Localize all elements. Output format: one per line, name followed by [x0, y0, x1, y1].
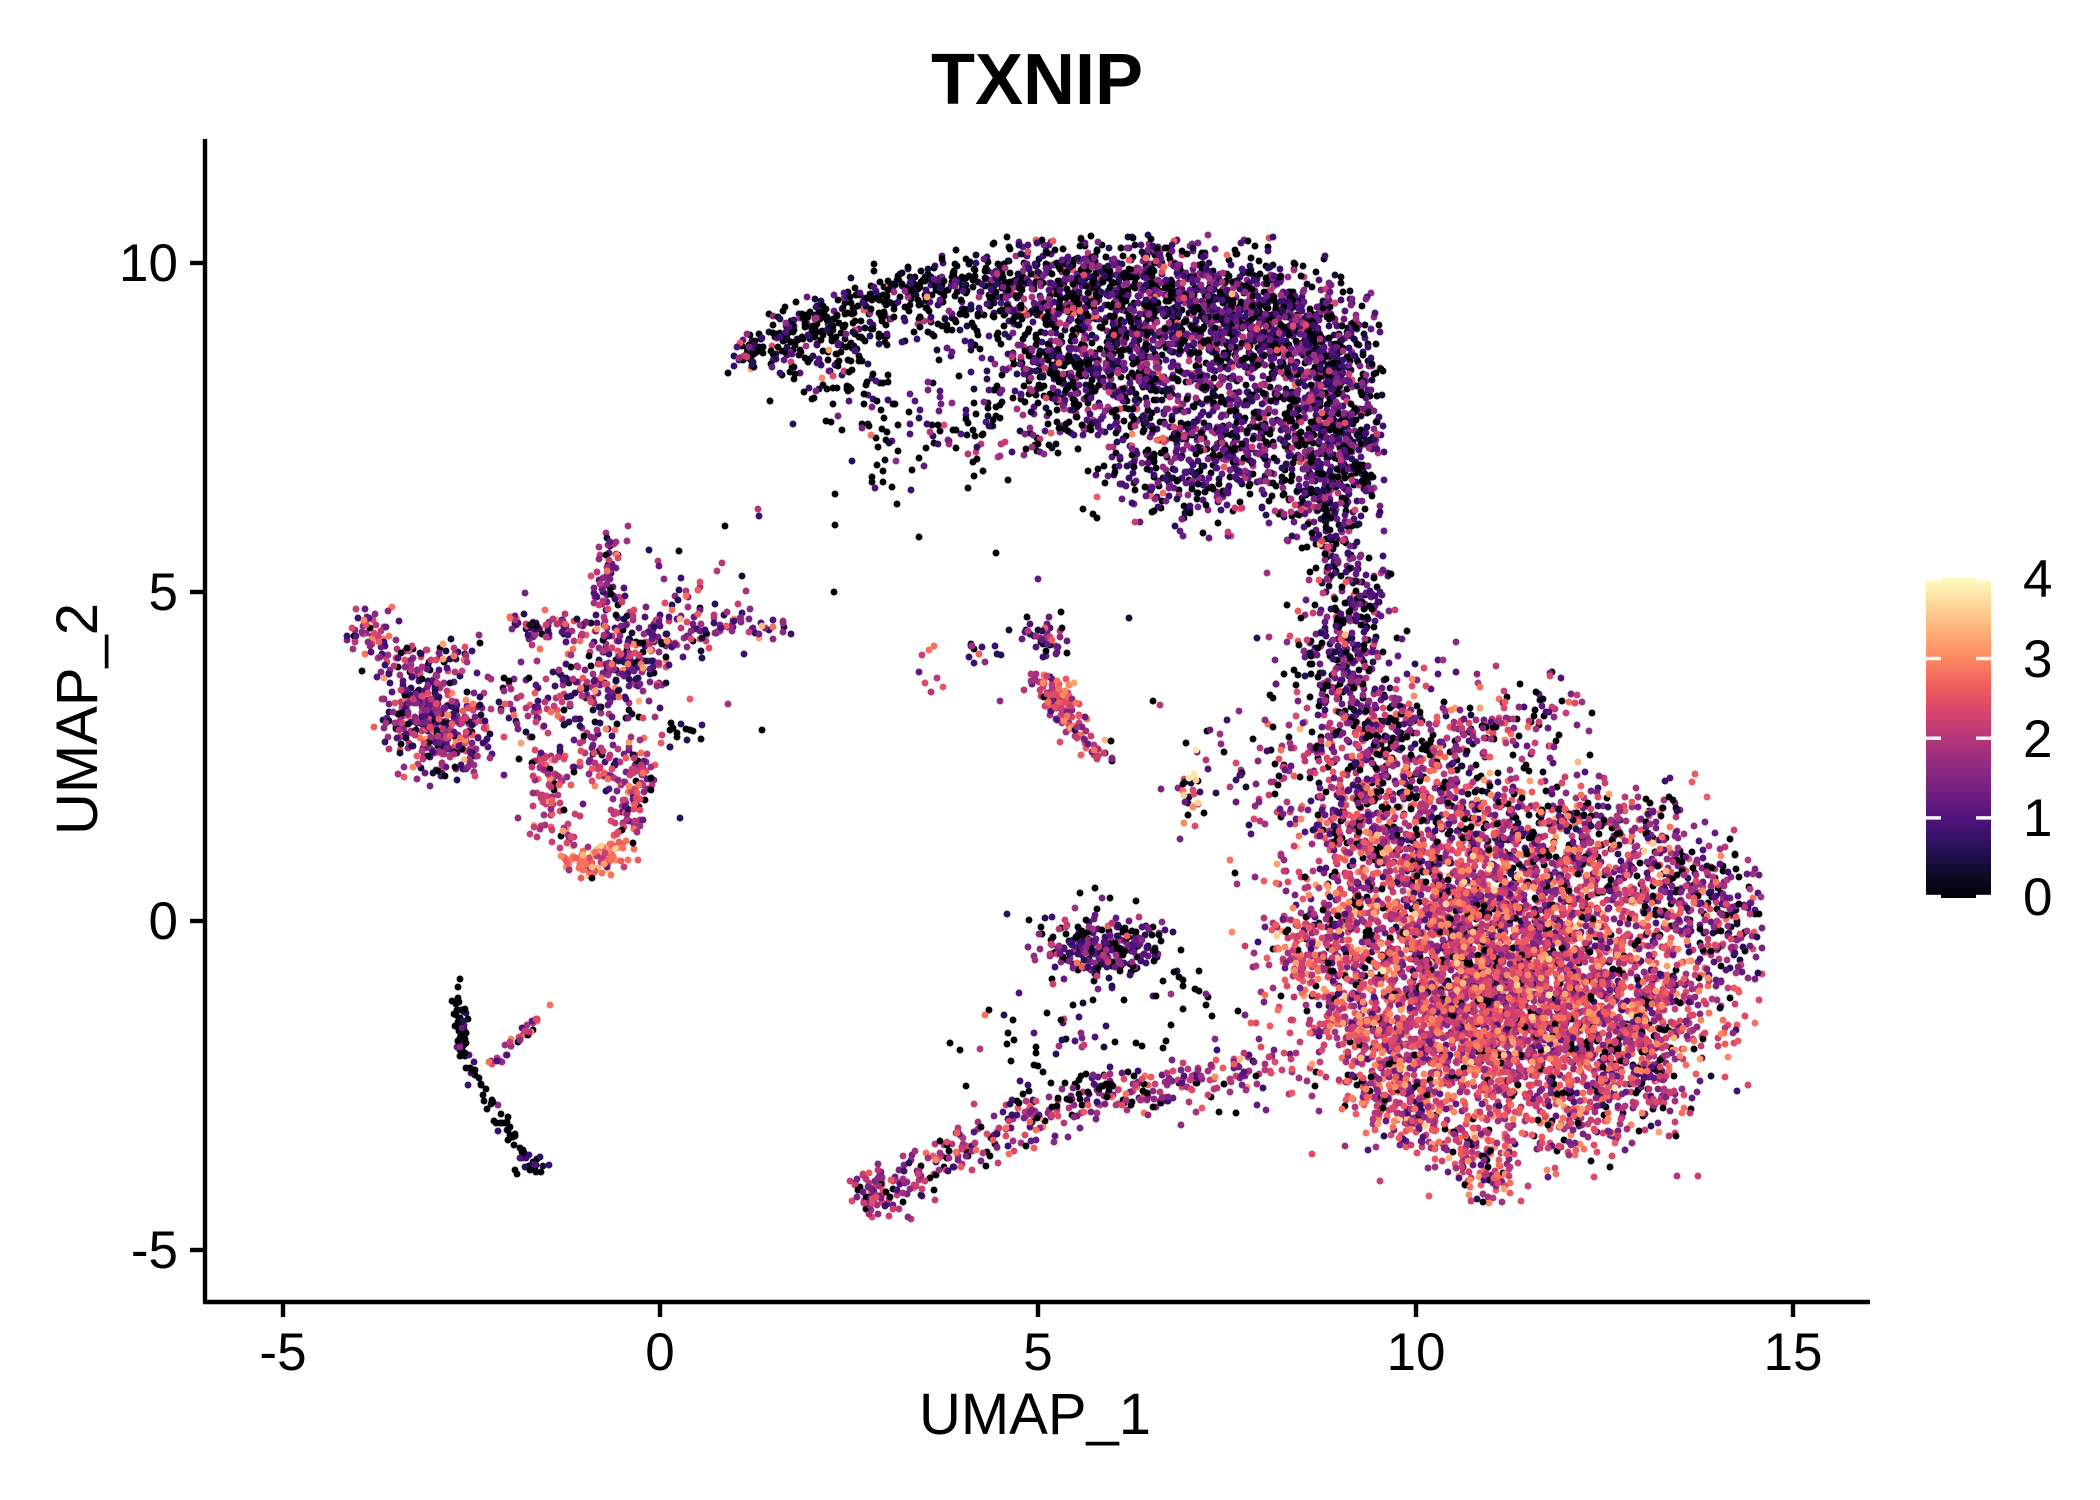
svg-text:-5: -5	[131, 1221, 178, 1280]
svg-text:0: 0	[645, 1323, 674, 1382]
svg-text:UMAP_1: UMAP_1	[919, 1382, 1151, 1447]
svg-text:10: 10	[119, 234, 178, 293]
svg-text:15: 15	[1764, 1323, 1823, 1382]
svg-text:3: 3	[2023, 630, 2052, 689]
svg-text:-5: -5	[259, 1323, 306, 1382]
svg-text:0: 0	[2023, 868, 2052, 927]
svg-text:2: 2	[2023, 710, 2052, 769]
svg-text:0: 0	[149, 892, 178, 951]
svg-text:UMAP_2: UMAP_2	[45, 603, 110, 835]
svg-text:1: 1	[2023, 789, 2052, 848]
svg-text:4: 4	[2023, 550, 2052, 609]
svg-text:TXNIP: TXNIP	[931, 40, 1143, 120]
svg-text:5: 5	[1023, 1323, 1052, 1382]
svg-text:10: 10	[1387, 1323, 1446, 1382]
svg-text:5: 5	[149, 563, 178, 622]
